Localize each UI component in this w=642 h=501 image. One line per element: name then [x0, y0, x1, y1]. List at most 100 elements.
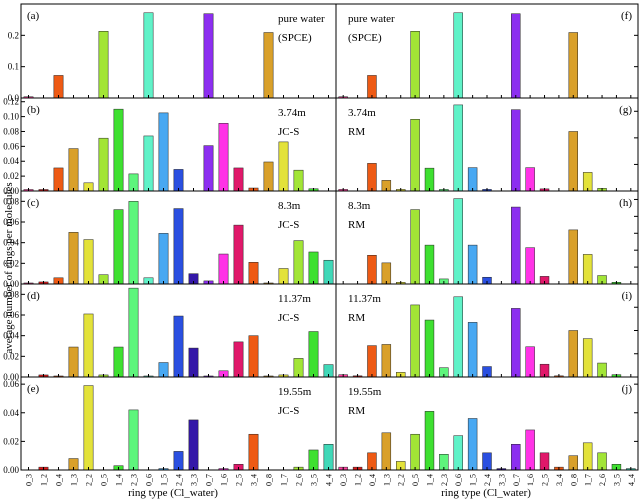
panel-i-bar-1_7 [582, 338, 593, 378]
xtick-label-left-1_6: 1_6 [220, 474, 229, 486]
xtick-label-right-1_6: 1_6 [526, 474, 535, 486]
panel-h-bar-0_8 [568, 229, 579, 285]
panel-d-ytick-label: 0.00 [3, 372, 19, 382]
panel-e-label-primary: 19.55m [278, 386, 312, 398]
panel-h-bar-1_3 [381, 262, 392, 285]
panel-b-label-secondary: JC-S [278, 126, 299, 138]
xtick-label-right-0_4: 0_4 [368, 474, 377, 486]
panel-a-ytick-label: 0.1 [8, 62, 19, 72]
panel-b-bar-0_8 [263, 161, 274, 192]
xtick-label-right-1_4: 1_4 [425, 474, 434, 486]
panel-c-bar-1_6 [218, 253, 229, 285]
panel-e-bar-3_4 [248, 433, 259, 471]
panel-d-ytick-label: 0.06 [3, 310, 19, 320]
panel-i-bar-1_3 [381, 344, 392, 378]
panel-b-bar-1_6 [218, 123, 229, 192]
panel-h-frame [335, 190, 639, 285]
panel-e-bar-3_3 [188, 419, 199, 471]
xtick-label-right-0_8: 0_8 [569, 474, 578, 486]
xtick-label-right-1_5: 1_5 [469, 474, 478, 486]
panel-c-ytick-label: 0.04 [3, 238, 19, 248]
panel-b-label-primary: 3.74m [278, 107, 306, 119]
xtick-label-right-1_2: 1_2 [354, 474, 363, 486]
panel-f-bar-0_8 [568, 32, 579, 99]
panel-h-bar-0_4 [367, 255, 377, 285]
panel-a-bar-0_5 [98, 31, 109, 99]
panel-i-bar-1_6 [525, 346, 535, 378]
panel-f-bar-0_7 [511, 13, 521, 99]
xtick-label-left-4_4: 4_4 [325, 474, 334, 486]
panel-i-bar-1_4 [424, 319, 435, 378]
panel-b-bar-1_5 [158, 112, 169, 192]
xtick-label-right-2_6: 2_6 [598, 474, 607, 486]
panel-i-bar-0_7 [511, 308, 521, 378]
panel-b-ytick-label: 0.00 [3, 186, 19, 196]
xtick-label-right-2_3: 2_3 [440, 474, 449, 486]
xtick-label-right-2_4: 2_4 [483, 474, 492, 486]
panel-d-bar-2_5 [233, 341, 244, 378]
panel-h-bar-0_7 [511, 206, 521, 285]
panel-c: 0.00 0.02 0.04 0.06 0.08 (c) 8.3m JC-S [3, 190, 337, 289]
panel-e-ytick-label: 0.04 [3, 408, 19, 418]
xtick-label-left-2_5: 2_5 [235, 474, 244, 486]
panel-d: 0.00 0.02 0.04 0.06 0.08 (d) 11.37m JC-S [3, 283, 337, 382]
panel-b-bar-0_5 [98, 137, 109, 192]
panel-i-label-secondary: RM [348, 312, 365, 324]
xtick-label-left-0_6: 0_6 [145, 474, 154, 486]
panel-i-frame [335, 283, 639, 378]
panel-d-bar-2_4 [173, 315, 184, 378]
panel-j-bar-1_3 [381, 432, 392, 471]
panel-f-bar-0_5 [410, 31, 420, 99]
panel-g-bar-1_5 [467, 167, 478, 192]
xtick-label-left-1_4: 1_4 [115, 474, 124, 486]
panel-g: (g) 3.74m RM [335, 97, 639, 192]
panel-e-bar-2_2 [83, 385, 94, 471]
xtick-label-left-3_4: 3_4 [250, 474, 259, 486]
panel-c-bar-2_4 [173, 208, 184, 285]
xtick-label-left-0_5: 0_5 [100, 474, 109, 486]
panel-b-ytick-label: 0.02 [3, 171, 19, 181]
panel-b-ytick-label: 0.10 [3, 112, 19, 122]
panel-g-bar-1_4 [424, 167, 435, 192]
panel-d-panel-id: (d) [27, 290, 40, 302]
panel-j-panel-id: (j) [622, 383, 633, 395]
panel-d-bar-1_3 [68, 346, 79, 378]
x-axis-label-right: ring type (Cl_water) [441, 487, 531, 499]
panels-group: 0.0 0.1 0.2 (a) pure water (SPCE) (f) pure wate… [3, 3, 639, 486]
panel-b-bar-2_4 [173, 169, 184, 192]
panel-f-label-secondary: (SPCE) [348, 32, 382, 44]
panel-c-ytick-label: 0.06 [3, 217, 19, 227]
panel-a-ytick-label: 0.0 [8, 93, 20, 103]
panel-d-ytick-label: 0.02 [3, 351, 19, 361]
panel-e-ytick-label: 0.06 [3, 379, 19, 389]
panel-f-bar-0_6 [453, 12, 463, 99]
panel-c-bar-4_4 [323, 259, 334, 285]
panel-b-panel-id: (b) [27, 104, 40, 116]
panel-i: (i) 11.37m RM [335, 283, 639, 378]
panel-a-bar-0_7 [203, 13, 214, 99]
xtick-label-left-0_8: 0_8 [265, 474, 274, 486]
panel-f-panel-id: (f) [621, 10, 632, 22]
panel-g-label-secondary: RM [348, 126, 365, 138]
panel-e-panel-id: (e) [27, 383, 40, 395]
xtick-label-left-2_3: 2_3 [130, 474, 139, 486]
panel-e-bar-2_3 [128, 409, 139, 471]
panel-e-ytick-label: 0.00 [3, 465, 19, 475]
panel-b-bar-1_4 [113, 108, 124, 192]
panel-a-bar-0_4 [53, 75, 64, 99]
panel-e-label-secondary: JC-S [278, 405, 299, 417]
panel-a: 0.0 0.1 0.2 (a) pure water (SPCE) [8, 3, 337, 103]
panel-b-bar-0_6 [143, 135, 154, 192]
panel-a-label-secondary: (SPCE) [278, 32, 312, 44]
panel-f-label-primary: pure water [348, 13, 395, 25]
panel-d-bar-2_3 [128, 287, 139, 378]
panel-h-label-secondary: RM [348, 219, 365, 231]
panel-d-bar-3_3 [188, 347, 199, 378]
panel-a-bar-0_8 [263, 32, 274, 99]
panel-c-panel-id: (c) [27, 197, 40, 209]
panel-e-bar-4_4 [323, 444, 334, 471]
panel-g-bar-0_5 [410, 119, 420, 192]
panel-h-bar-1_5 [467, 244, 478, 285]
xtick-label-right-0_3: 0_3 [339, 474, 348, 486]
panel-j-bar-0_5 [410, 433, 420, 471]
